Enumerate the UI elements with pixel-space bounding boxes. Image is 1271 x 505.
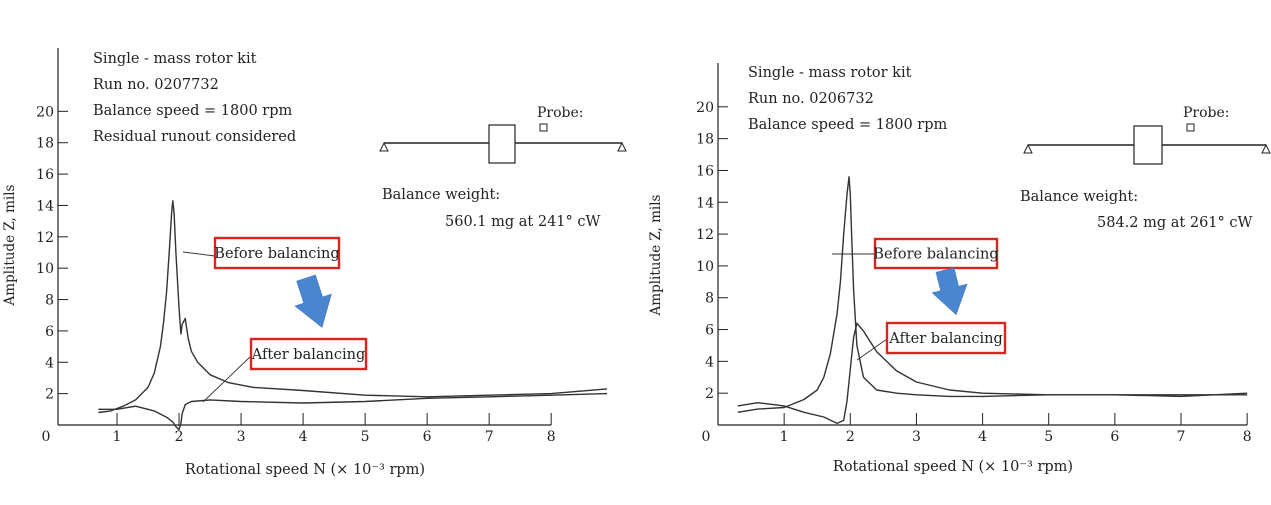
probe-label: Probe: — [1183, 105, 1230, 121]
down-arrow-icon — [931, 267, 968, 316]
y-tick-label: 14 — [696, 195, 714, 211]
annotation-label: Before balancing — [214, 246, 339, 262]
rotor-mass — [1133, 125, 1163, 165]
y-tick-label: 6 — [45, 324, 54, 340]
probe-label: Probe: — [537, 105, 584, 121]
x-tick-label: 6 — [423, 429, 432, 445]
x-tick-label: 2 — [175, 429, 184, 445]
y-tick-label: 2 — [45, 387, 54, 403]
y-tick-label: 4 — [45, 355, 54, 371]
x-tick-label: 1 — [113, 429, 122, 445]
left-support-icon — [1023, 143, 1033, 154]
y-tick-label: 18 — [696, 132, 714, 148]
x-tick-label: 5 — [1044, 429, 1053, 445]
annotation-leader — [202, 355, 252, 403]
run-info-line: Run no. 0206732 — [748, 91, 874, 107]
x-tick-label: 3 — [912, 429, 921, 445]
annotation-box — [873, 237, 999, 270]
rotor-mass — [488, 124, 516, 164]
x-tick-label: 2 — [846, 429, 855, 445]
balance-weight-label: Balance weight: — [382, 187, 500, 203]
y-axis-label: Amplitude Z, mils — [2, 184, 18, 306]
right-support-icon — [1261, 143, 1271, 154]
probe-marker — [539, 123, 548, 132]
probe-marker — [1186, 123, 1195, 132]
down-arrow-icon — [294, 274, 332, 328]
annotation-label: After balancing — [888, 331, 1002, 347]
x-tick-label: 6 — [1110, 429, 1119, 445]
after-balancing-curve — [98, 392, 608, 431]
run-info-line: Single - mass rotor kit — [748, 65, 912, 81]
right-support-icon — [617, 141, 627, 152]
x-tick-label: 1 — [780, 429, 789, 445]
y-tick-label: 16 — [36, 167, 54, 183]
x-axis-label: Rotational speed N (× 10⁻³ rpm) — [833, 459, 1073, 475]
run-info-line: Run no. 0207732 — [93, 77, 219, 93]
y-tick-label: 6 — [705, 323, 714, 339]
x-tick-label: 0 — [702, 429, 711, 445]
run-info-line: Residual runout considered — [93, 129, 296, 145]
annotation-box — [213, 236, 341, 270]
x-axis-label: Rotational speed N (× 10⁻³ rpm) — [185, 462, 425, 478]
y-tick-label: 14 — [36, 198, 54, 214]
x-tick-label: 8 — [547, 429, 556, 445]
x-tick-label: 8 — [1243, 429, 1252, 445]
y-tick-label: 8 — [45, 293, 54, 309]
annotation-leader — [856, 338, 888, 361]
y-tick-label: 2 — [705, 386, 714, 402]
x-tick-label: 4 — [978, 429, 987, 445]
annotation-label: Before balancing — [873, 247, 998, 263]
before-balancing-curve — [98, 200, 608, 414]
x-tick-label: 7 — [485, 429, 494, 445]
annotation-box — [885, 321, 1007, 355]
y-tick-label: 4 — [705, 354, 714, 370]
y-tick-label: 12 — [36, 230, 54, 246]
y-tick-label: 10 — [36, 261, 54, 277]
y-tick-label: 20 — [36, 104, 54, 120]
x-tick-label: 3 — [237, 429, 246, 445]
balance-weight-label: Balance weight: — [1020, 189, 1138, 205]
balance-weight-value: 560.1 mg at 241° cW — [445, 214, 600, 230]
x-tick-label: 5 — [361, 429, 370, 445]
x-tick-label: 7 — [1177, 429, 1186, 445]
y-tick-label: 18 — [36, 136, 54, 152]
x-tick-label: 0 — [42, 429, 51, 445]
annotation-box — [249, 337, 368, 371]
left-support-icon — [379, 141, 389, 152]
annotation-leader — [182, 251, 216, 257]
annotation-label: After balancing — [251, 347, 365, 363]
y-tick-label: 20 — [696, 100, 714, 116]
y-tick-label: 8 — [705, 291, 714, 307]
y-tick-label: 12 — [696, 227, 714, 243]
run-info-line: Single - mass rotor kit — [93, 51, 257, 67]
balance-weight-value: 584.2 mg at 261° cW — [1097, 215, 1252, 231]
x-tick-label: 4 — [299, 429, 308, 445]
y-tick-label: 16 — [696, 163, 714, 179]
run-info-line: Balance speed = 1800 rpm — [93, 103, 292, 119]
y-axis-label: Amplitude Z, mils — [648, 194, 664, 316]
run-info-line: Balance speed = 1800 rpm — [748, 117, 947, 133]
before-balancing-curve — [737, 176, 1248, 413]
after-balancing-curve — [737, 322, 1248, 425]
y-tick-label: 10 — [696, 259, 714, 275]
